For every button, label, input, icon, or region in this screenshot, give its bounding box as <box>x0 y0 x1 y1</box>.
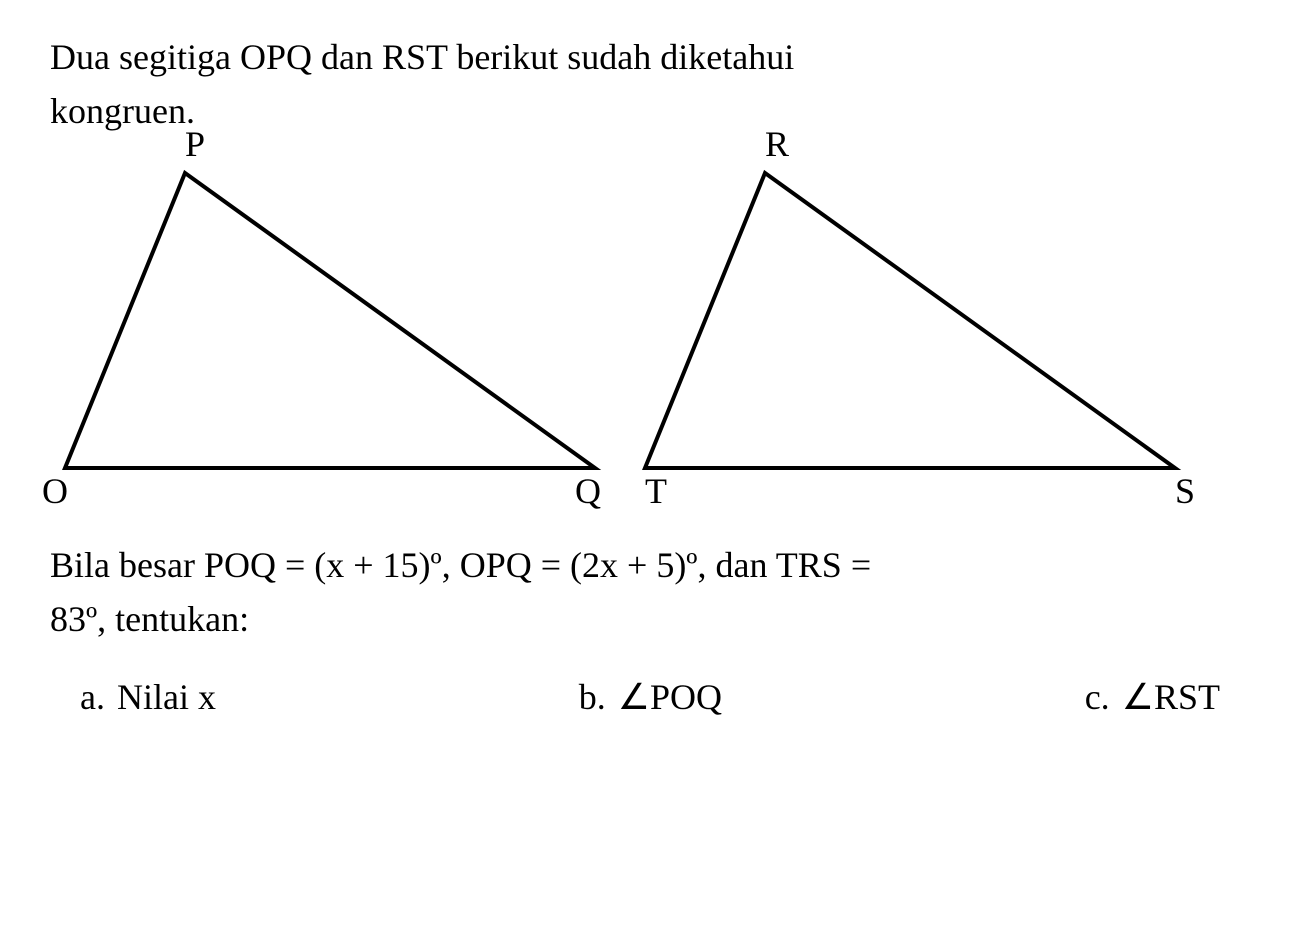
diagrams-container: P O Q R T S <box>50 158 1250 518</box>
question-b-label: b. <box>579 676 606 718</box>
vertex-r: R <box>765 123 789 165</box>
triangle-rst: R T S <box>630 158 1190 518</box>
question-a: a. Nilai x <box>80 676 216 718</box>
vertex-q: Q <box>575 470 601 512</box>
problem-intro: Dua segitiga OPQ dan RST berikut sudah d… <box>50 30 1250 138</box>
vertex-t: T <box>645 470 667 512</box>
intro-line-1: Dua segitiga OPQ dan RST berikut sudah d… <box>50 37 794 77</box>
question-b-text: ∠POQ <box>618 676 722 718</box>
question-c-label: c. <box>1085 676 1110 718</box>
triangle-opq: P O Q <box>50 158 610 518</box>
triangle-rst-shape <box>645 173 1175 468</box>
question-c-text: ∠RST <box>1122 676 1220 718</box>
given-line-1: Bila besar POQ = (x + 15)º, OPQ = (2x + … <box>50 545 871 585</box>
triangle-opq-svg <box>50 158 610 518</box>
vertex-p: P <box>185 123 205 165</box>
vertex-s: S <box>1175 470 1195 512</box>
intro-line-2: kongruen. <box>50 91 195 131</box>
question-c: c. ∠RST <box>1085 676 1220 718</box>
question-b: b. ∠POQ <box>579 676 722 718</box>
question-a-text: Nilai x <box>117 676 216 718</box>
triangle-rst-svg <box>630 158 1190 518</box>
given-conditions: Bila besar POQ = (x + 15)º, OPQ = (2x + … <box>50 538 1250 646</box>
given-line-2: 83º, tentukan: <box>50 599 249 639</box>
vertex-o: O <box>42 470 68 512</box>
triangle-opq-shape <box>65 173 595 468</box>
question-a-label: a. <box>80 676 105 718</box>
questions-row: a. Nilai x b. ∠POQ c. ∠RST <box>50 676 1250 718</box>
